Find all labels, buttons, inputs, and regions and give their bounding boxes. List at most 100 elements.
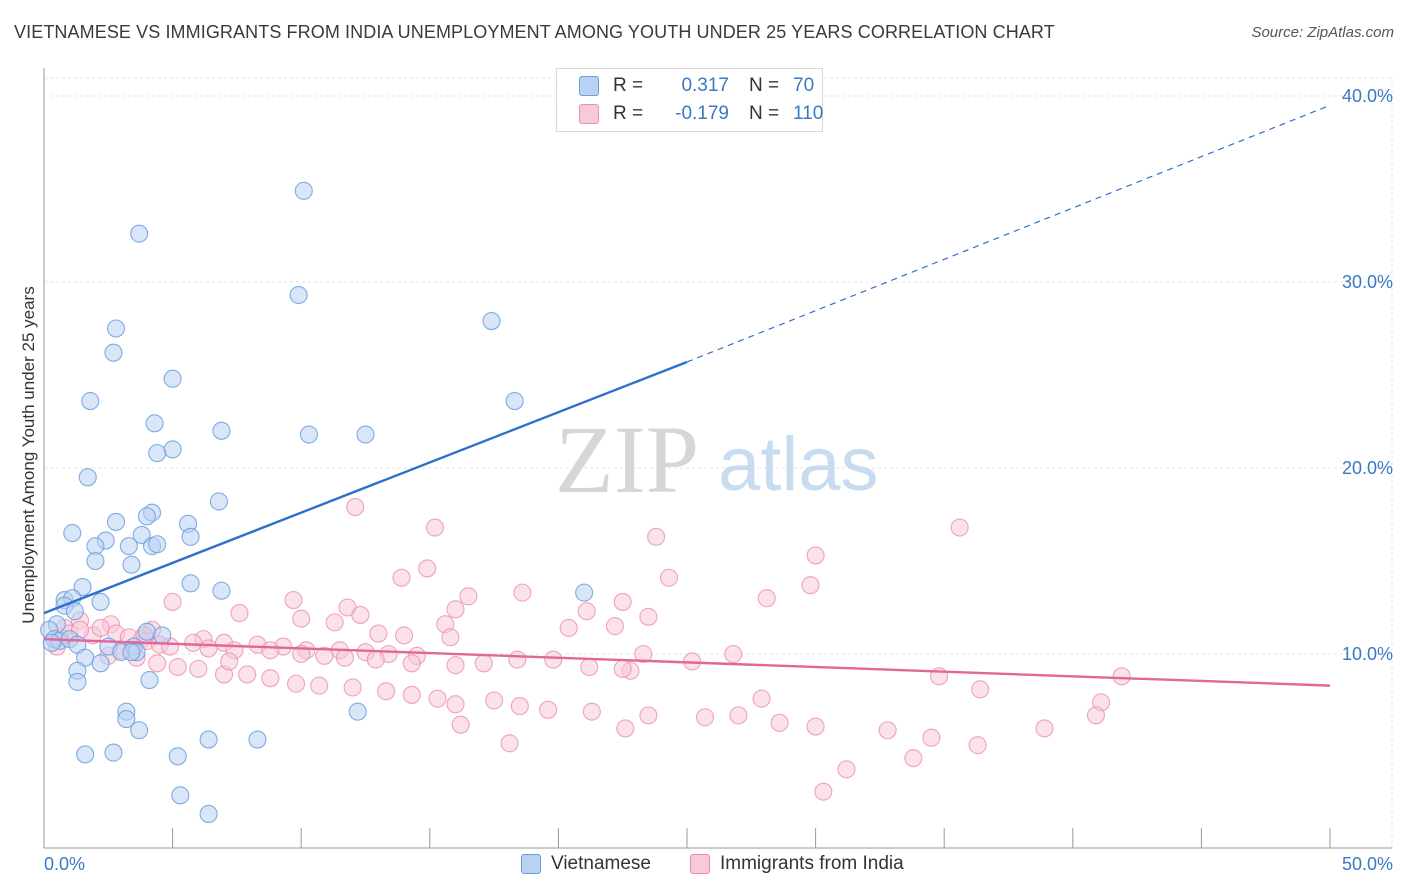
vietnamese-point xyxy=(289,285,308,305)
vietnamese-point xyxy=(163,369,182,388)
india-point xyxy=(1112,667,1131,686)
india-point xyxy=(968,736,987,755)
legend-item-india[interactable]: Immigrants from India xyxy=(690,851,904,877)
watermark: ZIP atlas xyxy=(555,406,879,513)
india-point xyxy=(230,604,249,623)
vietnamese-point xyxy=(137,507,156,526)
vietnamese-swatch xyxy=(579,76,599,96)
vietnamese-points xyxy=(40,181,594,824)
india-point xyxy=(582,702,601,721)
vietnamese-point xyxy=(78,468,97,487)
india-point xyxy=(292,609,311,628)
india-point xyxy=(639,706,658,725)
india-point xyxy=(508,650,527,669)
x-tick-label: 50.0% xyxy=(1342,854,1393,874)
india-point xyxy=(238,665,257,684)
vietnamese-point xyxy=(86,551,105,571)
x-tick-label: 0.0% xyxy=(44,854,85,874)
india-point xyxy=(446,656,465,675)
india-point xyxy=(199,639,218,658)
india-point xyxy=(402,654,421,673)
india-point xyxy=(539,700,558,719)
india-point xyxy=(837,760,856,779)
vietnamese-point xyxy=(130,224,149,243)
vietnamese-point xyxy=(575,583,594,602)
india-point xyxy=(343,678,362,697)
vietnamese-point xyxy=(65,602,84,621)
india-point xyxy=(163,592,182,611)
vietnamese-point xyxy=(81,391,100,411)
y-axis-title: Unemployment Among Youth under 25 years xyxy=(19,286,38,623)
india-point xyxy=(605,617,625,636)
y-tick-label: 10.0% xyxy=(1342,644,1393,664)
vietnamese-point xyxy=(122,555,141,574)
y-tick-label: 40.0% xyxy=(1342,86,1393,106)
chart-source: Source: ZipAtlas.com xyxy=(1251,24,1394,41)
india-point xyxy=(148,654,167,673)
india-point xyxy=(474,654,493,673)
india-point xyxy=(500,734,519,753)
india-point xyxy=(184,633,203,652)
n-label: N = xyxy=(749,75,780,96)
vietnamese-point xyxy=(248,730,267,749)
vietnamese-trend-extension xyxy=(686,104,1331,363)
vietnamese-point xyxy=(137,622,156,641)
vietnamese-point xyxy=(212,581,231,600)
india-point xyxy=(315,646,334,665)
india-point xyxy=(335,648,354,667)
india-swatch xyxy=(579,104,599,124)
india-point xyxy=(459,587,478,606)
india-point xyxy=(402,685,421,704)
india-point xyxy=(284,591,303,610)
vietnamese-trend-line xyxy=(43,360,688,615)
vietnamese-point xyxy=(91,592,110,611)
vietnamese-point xyxy=(132,525,151,545)
india-point xyxy=(904,749,923,768)
india-point xyxy=(806,717,825,736)
vietnamese-point xyxy=(181,527,200,546)
watermark-zip: ZIP xyxy=(555,406,699,513)
india-point xyxy=(724,644,743,664)
legend-item-vietnamese[interactable]: Vietnamese xyxy=(521,851,651,877)
india-point xyxy=(351,605,370,624)
india-point xyxy=(616,719,635,738)
y-tick-label: 30.0% xyxy=(1342,272,1393,292)
vietnamese-point xyxy=(294,181,313,200)
chart-title: VIETNAMESE VS IMMIGRANTS FROM INDIA UNEM… xyxy=(14,22,1055,42)
n-value: 70 xyxy=(793,75,815,96)
vietnamese-point xyxy=(42,633,61,652)
india-point xyxy=(418,559,437,578)
vietnamese-point xyxy=(63,524,82,543)
india-point xyxy=(647,527,666,546)
n-label: N = xyxy=(749,103,780,124)
vietnamese-point xyxy=(73,577,92,597)
watermark-atlas: atlas xyxy=(718,422,879,507)
india-point xyxy=(446,600,465,619)
india-point xyxy=(168,657,187,677)
n-value: 110 xyxy=(793,103,824,124)
vietnamese-point xyxy=(104,343,123,362)
vietnamese-point xyxy=(199,730,218,749)
india-point xyxy=(510,697,529,716)
legend-label-india: Immigrants from India xyxy=(720,853,904,874)
india-point xyxy=(428,689,447,708)
vietnamese-swatch xyxy=(521,854,541,874)
vietnamese-point xyxy=(348,702,367,721)
india-point xyxy=(613,659,632,678)
vietnamese-point xyxy=(76,745,95,764)
india-point xyxy=(729,706,748,725)
stats-legend: R = 0.317 N = 70 R = -0.179 N = 110 xyxy=(556,68,823,132)
india-point xyxy=(634,644,653,664)
vietnamese-point xyxy=(163,440,182,459)
stats-row-vietnamese: R = 0.317 N = 70 xyxy=(579,74,814,98)
india-point xyxy=(220,652,239,671)
vietnamese-point xyxy=(117,710,136,729)
india-point xyxy=(310,676,329,695)
vietnamese-point xyxy=(209,492,228,511)
vietnamese-point xyxy=(91,654,110,673)
vietnamese-point xyxy=(104,743,123,762)
india-point xyxy=(577,602,596,621)
vietnamese-point xyxy=(505,391,524,411)
india-point xyxy=(392,568,411,587)
